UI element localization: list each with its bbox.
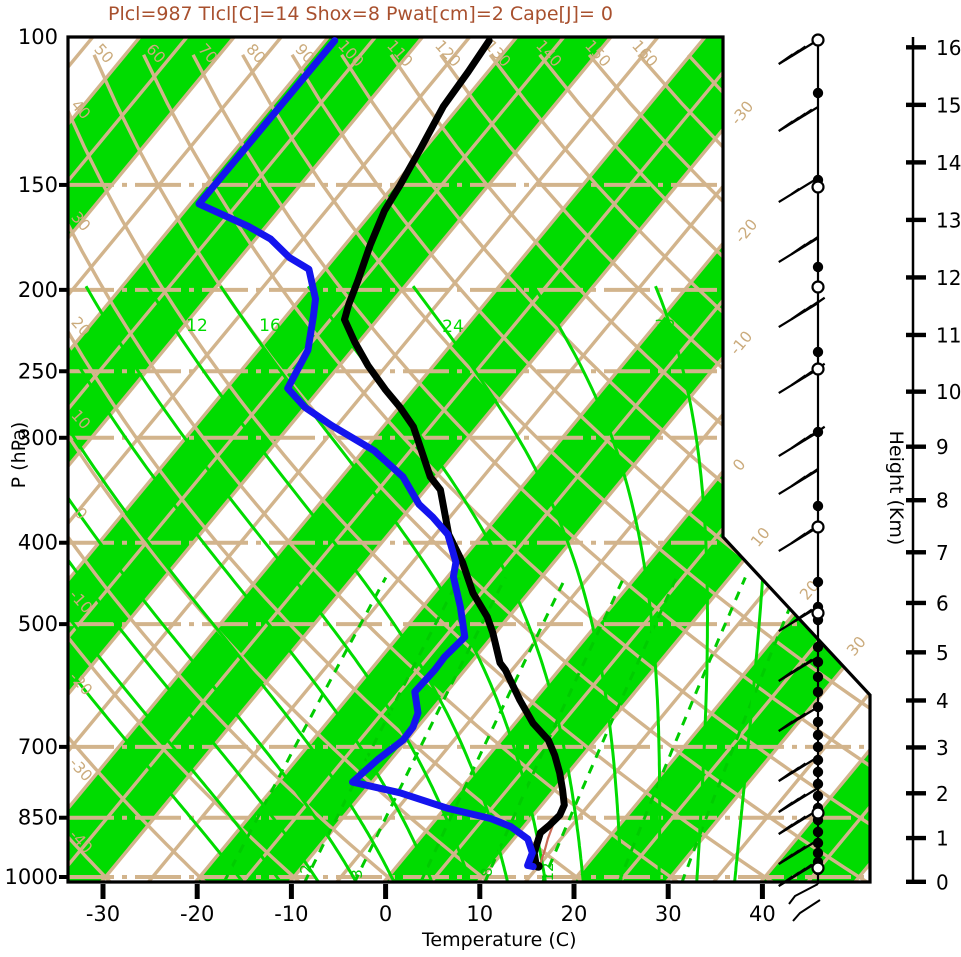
svg-text:8: 8 [478, 867, 496, 877]
svg-text:0: 0 [936, 870, 949, 894]
svg-text:3: 3 [348, 869, 366, 879]
svg-text:12: 12 [186, 316, 208, 336]
svg-text:500: 500 [18, 612, 58, 636]
axis-ticks-and-numbers: -30 -20 -10 0 10 20 30 401001502002503004005007… [5, 25, 776, 926]
plot-border [66, 35, 872, 884]
temperature-axis-title: Temperature (C) [422, 929, 577, 951]
svg-text:0: 0 [729, 455, 749, 474]
svg-text:700: 700 [18, 735, 58, 759]
svg-text:50: 50 [90, 40, 117, 67]
svg-text:9: 9 [936, 435, 949, 459]
svg-text:8: 8 [936, 489, 949, 513]
svg-text:2: 2 [297, 864, 315, 874]
svg-text:-30: -30 [727, 98, 757, 129]
svg-text:150: 150 [18, 173, 58, 197]
moist-adiabat-lines [68, 285, 771, 882]
svg-text:4: 4 [936, 689, 949, 713]
svg-text:100: 100 [18, 25, 58, 49]
svg-text:7: 7 [936, 541, 949, 565]
svg-text:-30: -30 [86, 902, 120, 926]
height-axis-title: Height (Km) [885, 430, 907, 546]
svg-text:250: 250 [18, 359, 58, 383]
svg-text:400: 400 [18, 531, 58, 555]
svg-text:40: 40 [749, 902, 776, 926]
svg-text:850: 850 [18, 806, 58, 830]
svg-text:10: 10 [466, 902, 493, 926]
svg-text:13: 13 [936, 208, 961, 232]
svg-text:11: 11 [936, 323, 961, 347]
svg-text:0: 0 [379, 902, 392, 926]
svg-text:30: 30 [843, 633, 869, 660]
svg-text:20: 20 [561, 902, 588, 926]
svg-text:1000: 1000 [5, 865, 58, 889]
dewpoint-curve [195, 37, 537, 871]
svg-text:16: 16 [259, 316, 281, 336]
svg-text:120: 120 [431, 37, 464, 71]
chart-title: Plcl=987 Tlcl[C]=14 Shox=8 Pwat[cm]=2 Ca… [108, 3, 614, 25]
svg-text:5: 5 [936, 641, 949, 665]
svg-text:30: 30 [655, 902, 682, 926]
svg-text:-10: -10 [274, 902, 308, 926]
svg-text:-20: -20 [731, 216, 761, 247]
wind-barb-column [778, 33, 826, 922]
svg-text:32: 32 [654, 317, 676, 337]
svg-text:12: 12 [936, 266, 961, 290]
pressure-axis-title: P (hPa) [8, 421, 30, 489]
svg-text:16: 16 [936, 36, 961, 60]
svg-text:12: 12 [539, 862, 557, 881]
svg-text:1: 1 [936, 827, 949, 851]
svg-text:-20: -20 [180, 902, 214, 926]
svg-text:-10: -10 [726, 328, 756, 359]
svg-text:3: 3 [936, 736, 949, 760]
svg-text:24: 24 [442, 317, 464, 337]
svg-text:10: 10 [747, 524, 773, 551]
svg-text:6: 6 [936, 591, 949, 615]
svg-text:14: 14 [936, 151, 961, 175]
svg-text:300: 300 [18, 426, 58, 450]
svg-text:200: 200 [18, 278, 58, 302]
svg-text:2: 2 [936, 782, 949, 806]
svg-text:10: 10 [936, 380, 961, 404]
svg-text:15: 15 [936, 93, 961, 117]
